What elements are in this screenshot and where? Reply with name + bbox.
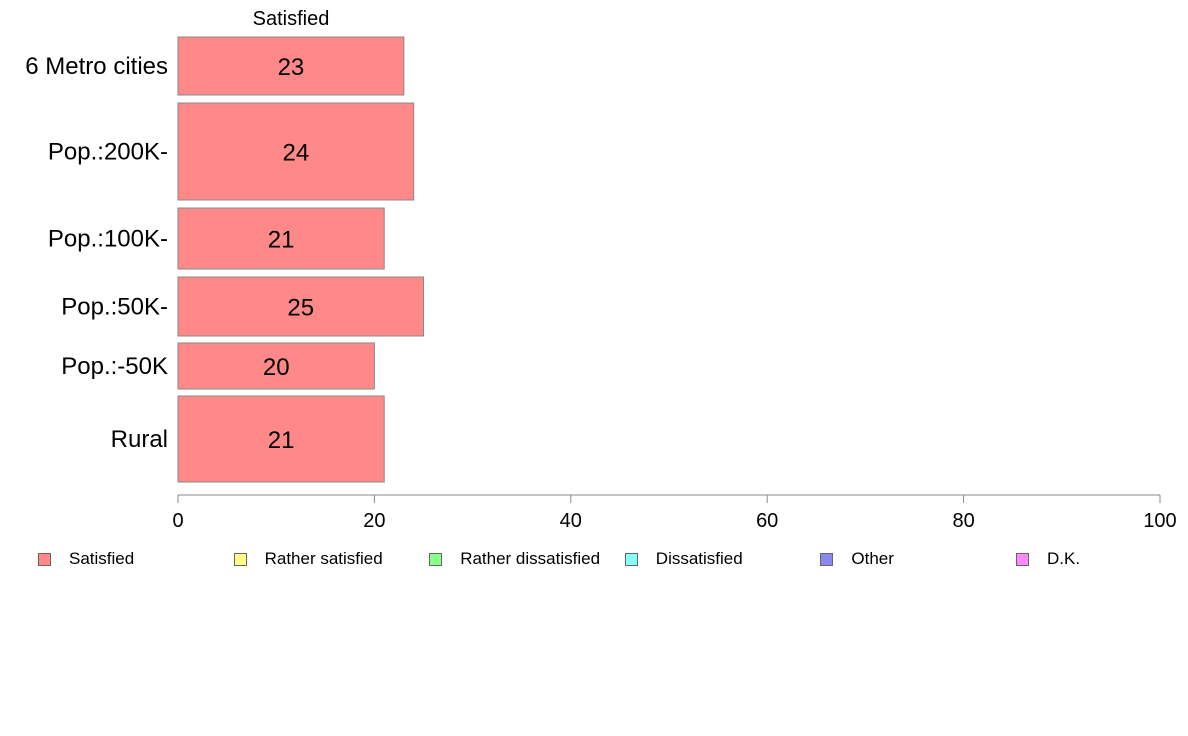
category-label: Pop.:-50K (61, 353, 168, 380)
legend-item: D.K. (1016, 548, 1080, 570)
bar (177, 207, 385, 270)
legend-item: Rather dissatisfied (429, 548, 600, 570)
category-label: Pop.:100K- (48, 226, 168, 253)
legend-swatch (429, 552, 443, 566)
legend-item: Dissatisfied (624, 548, 743, 570)
bar (177, 276, 424, 337)
bar (177, 36, 405, 96)
category-label: Rural (111, 426, 168, 453)
category-label: Pop.:200K- (48, 139, 168, 166)
legend-label: Rather dissatisfied (460, 549, 601, 568)
value-label: 24 (282, 140, 309, 167)
series-header-satisfied: Satisfied (253, 8, 330, 30)
legend: Satisfied Rather satisfied Rather dissatis… (38, 548, 1168, 570)
x-tick-label: 100 (1143, 510, 1176, 532)
legend-label: Rather satisfied (264, 549, 383, 568)
legend-item: Rather satisfied (233, 548, 383, 570)
legend-item: Other (820, 548, 894, 570)
x-tick-label: 20 (363, 510, 385, 532)
value-label: 21 (268, 427, 295, 454)
legend-swatch (233, 552, 247, 566)
value-label: 21 (268, 227, 295, 254)
x-tick-label: 80 (952, 510, 974, 532)
bar (177, 342, 375, 390)
legend-swatch (820, 552, 834, 566)
legend-swatch (1016, 552, 1029, 566)
value-label: 20 (263, 354, 290, 381)
x-axis: 0 20 40 60 80 100 (172, 494, 1177, 532)
bar (177, 395, 385, 483)
value-label: 23 (278, 54, 305, 81)
legend-item: Satisfied (38, 548, 134, 570)
x-tick-label: 60 (756, 510, 778, 532)
value-label: 25 (287, 295, 314, 322)
legend-label: D.K. (1047, 549, 1081, 568)
legend-label: Satisfied (69, 549, 135, 568)
category-label: Pop.:50K- (61, 294, 168, 321)
x-tick-label: 0 (172, 510, 183, 532)
bar (177, 102, 415, 201)
legend-swatch (38, 552, 51, 566)
legend-label: Other (851, 549, 894, 568)
legend-label: Dissatisfied (655, 549, 743, 568)
category-labels: 6 Metro cities Pop.:200K- Pop.:100K- Pop.:5… (25, 53, 168, 453)
category-label: 6 Metro cities (25, 53, 168, 80)
legend-swatch (624, 552, 638, 566)
bars-group: 23 24 21 25 20 21 (177, 36, 424, 483)
x-tick-label: 40 (560, 510, 582, 532)
